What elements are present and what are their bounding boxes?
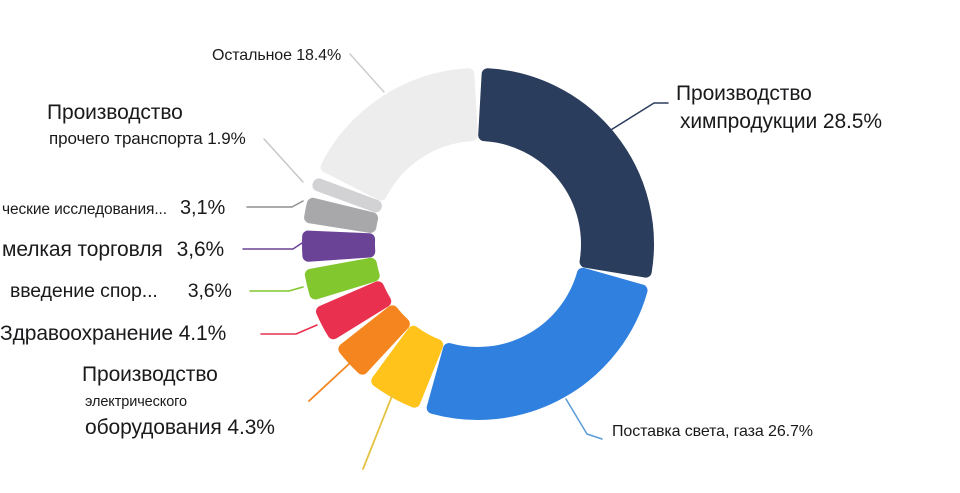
leader-line-health	[260, 324, 318, 335]
leader-line-sport	[249, 286, 304, 292]
donut-segment-research[interactable]	[304, 197, 379, 233]
leader-line-research	[246, 200, 304, 208]
label-health: Здравоохранение 4.1%	[0, 322, 227, 345]
label-transport-line1: Производство	[47, 101, 183, 124]
label-electric-line3: оборудования 4.3%	[85, 416, 275, 439]
label-chem-line1: Производство	[676, 82, 812, 105]
donut-segment-health[interactable]	[315, 281, 392, 340]
leader-line-transport	[263, 138, 304, 183]
donut-segment-chem[interactable]	[478, 68, 654, 278]
value-trade: 3,6%	[176, 238, 225, 261]
leader-line-power	[565, 398, 603, 440]
label-electric-line2: электрического	[85, 394, 187, 410]
label-electric-line1: Производство	[82, 363, 218, 386]
donut-segment-yellow[interactable]	[371, 325, 444, 408]
leader-line-rest	[349, 53, 385, 93]
label-research: ческие исследования...	[2, 201, 167, 218]
donut-segment-sport[interactable]	[304, 257, 380, 300]
donut-segment-rest[interactable]	[320, 68, 478, 201]
donut-segment-transport[interactable]	[312, 178, 382, 213]
label-chem-line2: химпродукции 28.5%	[680, 110, 882, 133]
leader-line-yellow	[362, 395, 393, 470]
donut-segment-electric[interactable]	[338, 305, 410, 375]
leader-line-trade	[242, 242, 303, 250]
label-sport: введение спор...	[10, 280, 158, 302]
leader-line-chem	[605, 102, 669, 134]
label-rest: Остальное 18.4%	[212, 47, 342, 64]
donut-segment-trade[interactable]	[302, 230, 376, 262]
value-research: 3,1%	[179, 197, 226, 219]
value-sport: 3,6%	[187, 280, 232, 302]
label-trade: мелкая торговля	[2, 238, 163, 261]
leader-line-electric	[308, 362, 351, 402]
label-transport-line2: прочего транспорта 1.9%	[49, 129, 246, 148]
label-power: Поставка света, газа 26.7%	[612, 423, 813, 440]
donut-segment-power[interactable]	[426, 267, 648, 420]
